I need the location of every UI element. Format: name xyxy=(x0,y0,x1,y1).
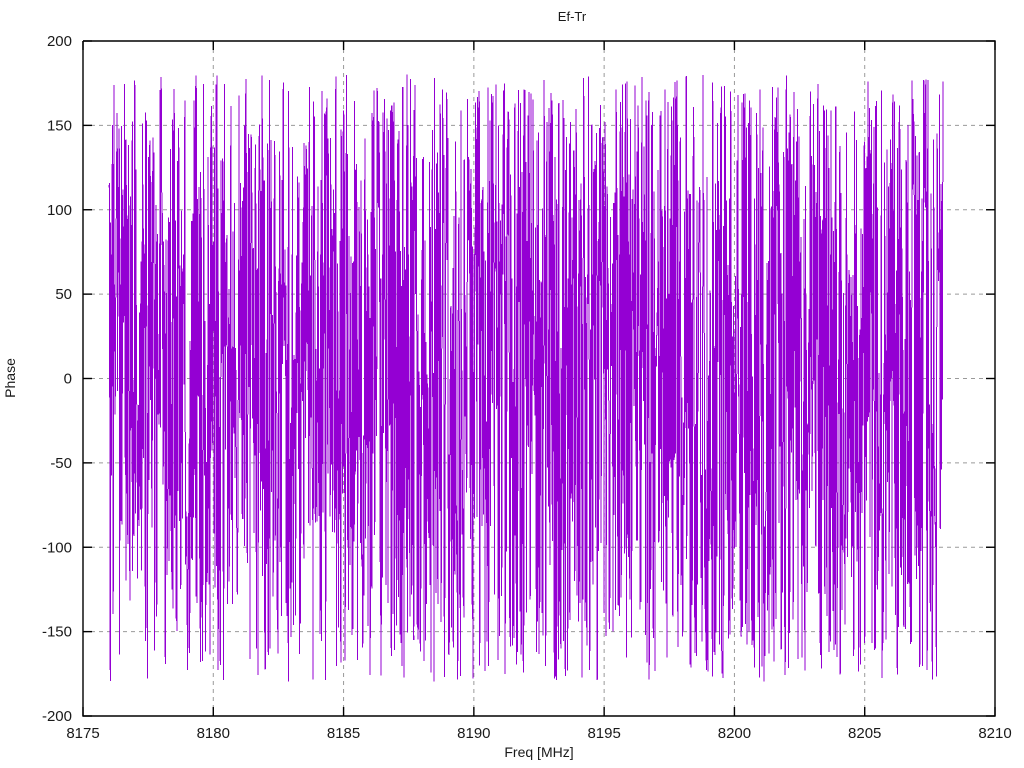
y-tick-label: 0 xyxy=(64,371,72,388)
y-tick-label: -100 xyxy=(42,539,72,556)
y-tick-label: -200 xyxy=(42,708,72,725)
axis-ticks: -200 -150 -100 -50 0 50 100 150 200 8175 8180 8185 8… xyxy=(42,33,1012,742)
y-tick-label: -150 xyxy=(42,624,72,641)
y-tick-label: 150 xyxy=(47,117,72,134)
y-tick-label: 100 xyxy=(47,202,72,219)
x-axis-title: Freq [MHz] xyxy=(504,744,573,760)
trace-line-ef-tr xyxy=(108,74,944,682)
y-tick-label: -50 xyxy=(50,455,72,472)
x-tick-label: 8205 xyxy=(848,725,881,742)
x-tick-label: 8185 xyxy=(327,725,360,742)
y-tick-label: 50 xyxy=(55,286,72,303)
x-tick-label: 8180 xyxy=(197,725,230,742)
data-trace-ef-tr xyxy=(108,74,944,682)
chart-title: Ef-Tr xyxy=(558,9,587,24)
x-tick-label: 8195 xyxy=(587,725,620,742)
x-tick-label: 8190 xyxy=(457,725,490,742)
x-tick-label: 8175 xyxy=(66,725,99,742)
x-tick-label: 8210 xyxy=(978,725,1011,742)
y-tick-label: 200 xyxy=(47,33,72,50)
y-axis-title: Phase xyxy=(2,358,18,398)
x-tick-label: 8200 xyxy=(718,725,751,742)
